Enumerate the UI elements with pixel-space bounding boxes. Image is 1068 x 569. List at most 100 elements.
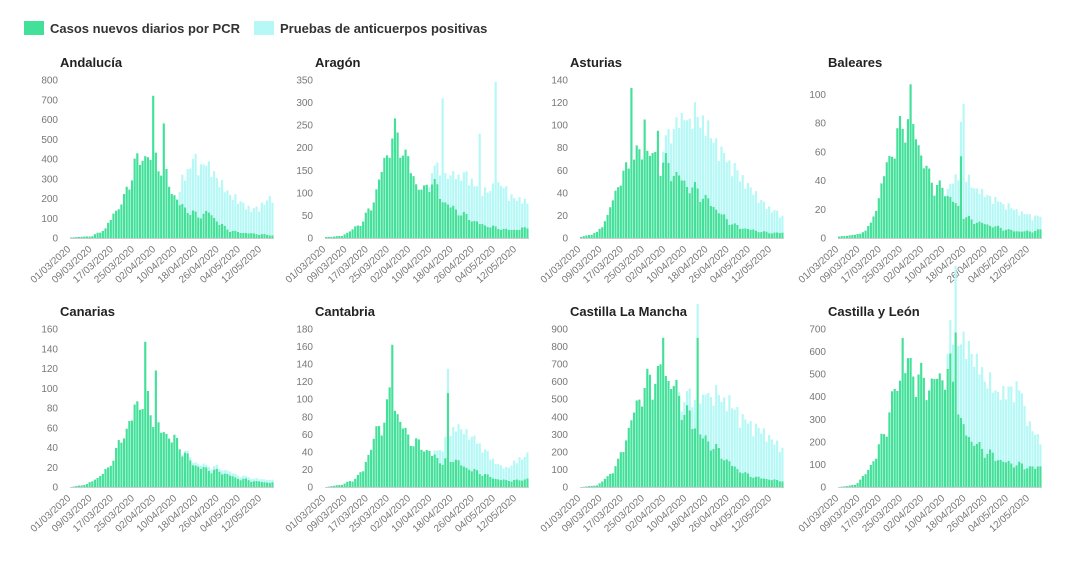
bar-pcr: [130, 420, 134, 487]
bar-pcr: [738, 472, 742, 487]
bar-pcr: [672, 175, 675, 238]
bar-pcr: [494, 478, 497, 487]
y-tick-label: 250: [296, 121, 313, 132]
bar-pcr: [152, 95, 155, 238]
bar-pcr: [646, 368, 649, 487]
bar-pcr: [268, 235, 271, 238]
bar-pcr: [489, 227, 492, 238]
bar-pcr: [335, 485, 338, 487]
bar-pcr: [425, 449, 428, 487]
bar-pcr: [877, 444, 880, 487]
bar-pcr: [720, 214, 723, 238]
bar-antibody: [239, 477, 242, 481]
bar-pcr: [888, 155, 891, 238]
y-tick-label: 0: [52, 483, 58, 494]
bar-pcr: [762, 231, 765, 238]
bar-pcr: [393, 410, 397, 487]
bar-pcr: [582, 236, 585, 238]
bar-pcr: [250, 233, 253, 238]
bar-pcr: [154, 370, 157, 487]
bar-antibody: [675, 117, 678, 172]
bar-antibody: [452, 427, 455, 463]
bar-pcr: [91, 236, 94, 238]
bar-pcr: [611, 473, 614, 487]
bar-antibody: [715, 138, 718, 210]
bar-antibody: [491, 183, 495, 226]
bar-antibody: [699, 127, 702, 202]
bar-antibody: [502, 468, 505, 480]
panel-title: Cantabria: [315, 304, 376, 319]
bar-pcr: [760, 478, 763, 487]
bar-antibody: [1028, 214, 1031, 232]
bar-antibody: [996, 392, 1000, 461]
bar-pcr: [680, 180, 683, 238]
bar-pcr: [457, 460, 460, 487]
bar-antibody: [738, 427, 742, 473]
bar-pcr: [638, 399, 641, 487]
bar-pcr: [954, 332, 957, 487]
bar-antibody: [986, 194, 989, 225]
y-tick-label: 400: [41, 155, 58, 166]
bar-antibody: [989, 372, 992, 450]
bar-pcr: [415, 438, 418, 487]
bar-pcr: [914, 139, 917, 238]
bar-pcr: [77, 485, 81, 487]
bar-antibody: [699, 403, 702, 435]
bar-antibody: [954, 174, 957, 204]
bar-antibody: [491, 458, 495, 479]
bar-pcr: [954, 203, 957, 238]
bar-pcr: [861, 232, 864, 238]
bar-pcr: [723, 214, 726, 238]
bar-antibody: [975, 353, 978, 444]
bar-antibody: [521, 459, 524, 481]
bar-pcr: [207, 212, 210, 238]
bar-antibody: [499, 465, 503, 481]
bar-pcr: [949, 353, 952, 487]
bar-pcr: [861, 476, 864, 487]
bar-pcr: [141, 409, 144, 487]
bar-pcr: [901, 338, 904, 487]
bar-pcr: [909, 84, 912, 238]
bar-pcr: [595, 231, 599, 238]
bar-pcr: [423, 451, 426, 487]
bar-antibody: [489, 191, 492, 228]
y-tick-label: 160: [41, 325, 58, 336]
bar-pcr: [101, 230, 104, 238]
bar-antibody: [970, 353, 973, 442]
bar-pcr: [88, 482, 91, 487]
bar-antibody: [223, 192, 226, 226]
y-tick-label: 160: [296, 342, 313, 353]
bar-pcr: [120, 442, 123, 487]
bar-pcr: [1026, 230, 1029, 238]
bar-pcr: [239, 480, 242, 487]
bar-pcr: [741, 473, 744, 487]
bar-antibody: [207, 466, 210, 471]
bar-antibody: [465, 171, 468, 214]
y-tick-label: 150: [296, 166, 313, 177]
legend-item-pcr[interactable]: Casos nuevos diarios por PCR: [24, 21, 240, 36]
bar-pcr: [630, 420, 633, 487]
y-tick-label: 140: [41, 344, 58, 355]
bar-pcr: [362, 221, 365, 238]
bar-antibody: [1020, 211, 1023, 232]
bar-pcr: [914, 396, 917, 487]
y-tick-label: 0: [52, 234, 58, 245]
bar-pcr: [130, 180, 134, 238]
bar-pcr: [423, 185, 426, 238]
bar-pcr: [133, 404, 136, 487]
bar-pcr: [957, 414, 960, 487]
bar-pcr: [428, 191, 431, 238]
bar-pcr: [346, 481, 349, 487]
bar-pcr: [851, 234, 854, 238]
bar-antibody: [1036, 433, 1039, 467]
bar-antibody: [957, 345, 960, 415]
bar-antibody: [510, 465, 513, 482]
bar-pcr: [117, 440, 120, 487]
bar-antibody: [754, 423, 758, 477]
bar-pcr: [364, 461, 367, 487]
legend-item-antibody[interactable]: Pruebas de anticuerpos positivas: [254, 21, 487, 36]
bar-antibody: [762, 428, 765, 479]
y-tick-label: 80: [47, 404, 59, 415]
y-tick-label: 60: [815, 147, 827, 158]
bar-pcr: [667, 162, 670, 238]
